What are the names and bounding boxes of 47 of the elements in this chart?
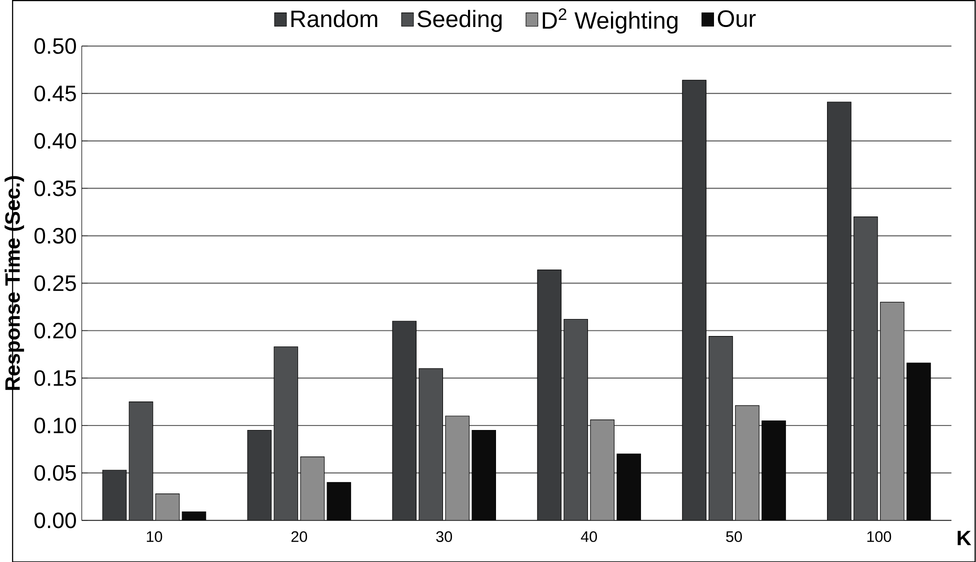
x-tick-label: 20: [291, 531, 308, 542]
bar: [590, 419, 614, 520]
bar: [392, 320, 417, 520]
y-tick-label: 0.45: [34, 85, 76, 102]
y-tick-label: 0.05: [34, 464, 76, 481]
y-tick-label: 0.35: [34, 180, 76, 196]
y-tick-label: 0.30: [34, 228, 76, 244]
legend-label: Random: [291, 10, 378, 28]
bar: [537, 269, 562, 520]
bar: [247, 430, 272, 520]
bar: [854, 216, 878, 520]
legend-label: Seeding: [418, 10, 502, 32]
bar: [300, 456, 325, 520]
bar: [445, 416, 470, 520]
bar: [880, 302, 904, 520]
y-tick-label: 0.40: [34, 132, 76, 149]
y-axis-title: Response Time (Sec.): [4, 176, 24, 390]
bar: [616, 453, 641, 520]
y-tick-label: 0.25: [34, 275, 76, 291]
bar: [418, 368, 444, 520]
legend-label: D$^{2}$ Weighting: [542, 8, 678, 34]
bar: [274, 346, 298, 520]
bar: [564, 318, 588, 520]
bar: [762, 420, 786, 520]
bar: [906, 362, 931, 520]
bar: [682, 80, 706, 520]
x-axis-title: K: [958, 530, 972, 545]
legend-label: Our: [718, 10, 756, 27]
bar: [102, 470, 127, 520]
y-tick-label: 0.00: [34, 512, 76, 528]
bar: [827, 101, 852, 520]
x-tick-label: 40: [580, 531, 597, 542]
x-tick-label: 10: [146, 531, 162, 542]
x-tick-label: 50: [726, 531, 742, 542]
bar: [155, 493, 180, 520]
y-tick-label: 0.20: [34, 322, 76, 338]
y-tick-label: 0.10: [34, 417, 76, 434]
y-tick-label: 0.50: [34, 38, 76, 54]
x-tick-label: 30: [436, 531, 452, 542]
bar: [182, 511, 206, 520]
bar: [128, 401, 154, 520]
x-tick-label: 100: [867, 531, 892, 542]
bar: [735, 405, 760, 520]
bar: [472, 430, 496, 520]
bar: [326, 482, 352, 520]
y-tick-label: 0.15: [34, 370, 76, 386]
bar: [708, 336, 733, 520]
